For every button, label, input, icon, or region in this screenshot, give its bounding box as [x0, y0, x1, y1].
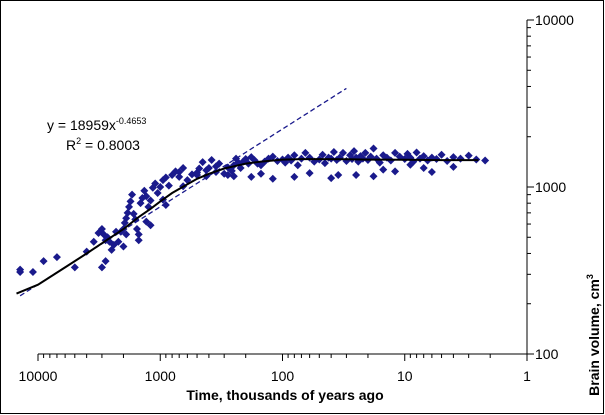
- data-point: [52, 253, 61, 262]
- data-point: [134, 236, 143, 245]
- trend-equation-exponent: -0.4653: [116, 116, 147, 126]
- data-point: [293, 161, 302, 170]
- data-point: [119, 242, 128, 251]
- r-squared-value: = 0.8003: [81, 137, 140, 153]
- data-point: [327, 174, 336, 183]
- data-point: [369, 144, 378, 153]
- data-point: [195, 164, 204, 173]
- data-point: [223, 170, 232, 179]
- data-point: [412, 148, 421, 157]
- data-point: [161, 201, 170, 210]
- data-point: [369, 172, 378, 181]
- data-point: [406, 160, 415, 169]
- data-point: [350, 147, 359, 156]
- data-point: [122, 230, 131, 239]
- data-point: [134, 230, 143, 239]
- data-point: [419, 163, 428, 172]
- data-point: [464, 151, 473, 160]
- y-axis-title: Brain volume, cm3: [585, 274, 602, 396]
- data-point: [329, 148, 338, 157]
- data-point: [301, 148, 310, 157]
- data-point: [142, 192, 151, 201]
- x-axis-title: Time, thousands of years ago: [186, 387, 383, 403]
- trend-equation: y = 18959x-0.4653: [47, 116, 146, 133]
- data-point: [97, 263, 106, 272]
- data-point: [114, 237, 123, 246]
- data-point: [338, 148, 347, 157]
- data-point: [122, 214, 131, 223]
- data-point: [128, 190, 137, 199]
- y-tick-label: 10000: [535, 12, 574, 28]
- data-point: [89, 237, 98, 246]
- x-tick-label: 10000: [19, 368, 58, 384]
- data-point: [318, 150, 327, 159]
- data-point: [268, 174, 277, 183]
- data-point: [151, 179, 160, 188]
- data-point: [198, 158, 207, 167]
- r-squared-sup: 2: [76, 136, 81, 146]
- data-point: [334, 170, 343, 179]
- data-point: [161, 173, 170, 182]
- y-tick-label: 100: [535, 346, 559, 362]
- data-point: [320, 159, 329, 168]
- plot-area: 10000 1000 100 10 1 10000 1000 100: [16, 12, 574, 384]
- data-point: [123, 208, 132, 217]
- data-point: [481, 156, 490, 165]
- data-point: [437, 150, 446, 159]
- data-point: [256, 169, 265, 178]
- r-squared-label: R2 = 0.8003: [66, 136, 140, 153]
- data-point: [146, 196, 155, 205]
- data-point: [449, 162, 458, 171]
- data-point: [156, 183, 165, 191]
- data-point: [391, 167, 400, 176]
- y-axis-title-unit-sup: 3: [585, 274, 595, 279]
- data-point: [204, 163, 213, 172]
- data-point: [179, 163, 188, 172]
- trend-equation-base: y = 18959x: [47, 117, 116, 133]
- data-point: [305, 169, 314, 178]
- data-point: [39, 257, 48, 266]
- x-tick-label: 10: [397, 368, 413, 384]
- r-squared-r: R: [66, 137, 76, 153]
- data-point: [120, 218, 129, 227]
- data-point: [229, 172, 238, 181]
- data-point: [164, 181, 173, 190]
- data-point: [16, 265, 25, 274]
- data-point: [142, 217, 151, 226]
- data-point: [352, 170, 361, 179]
- data-point: [427, 167, 436, 176]
- x-tick-label: 1: [523, 368, 531, 384]
- data-point: [290, 151, 299, 160]
- data-point: [361, 148, 370, 157]
- data-point: [391, 148, 400, 157]
- fit-curve: [16, 158, 479, 295]
- data-point: [175, 172, 184, 181]
- data-point: [247, 172, 256, 181]
- x-tick-label: 100: [271, 368, 295, 384]
- data-point: [268, 152, 277, 161]
- data-point: [290, 172, 299, 181]
- data-point: [126, 197, 135, 206]
- data-point: [70, 263, 79, 272]
- data-point: [456, 154, 465, 163]
- data-point: [379, 165, 388, 174]
- data-point: [153, 189, 162, 198]
- y-axis-title-text: Brain volume, cm: [586, 279, 602, 396]
- data-point: [101, 257, 110, 266]
- data-point: [28, 267, 37, 276]
- data-point: [419, 152, 428, 161]
- data-point: [125, 202, 134, 211]
- data-point: [215, 159, 224, 168]
- y-tick-label: 1000: [535, 179, 566, 195]
- data-point: [207, 156, 216, 165]
- x-tick-label: 1000: [145, 368, 176, 384]
